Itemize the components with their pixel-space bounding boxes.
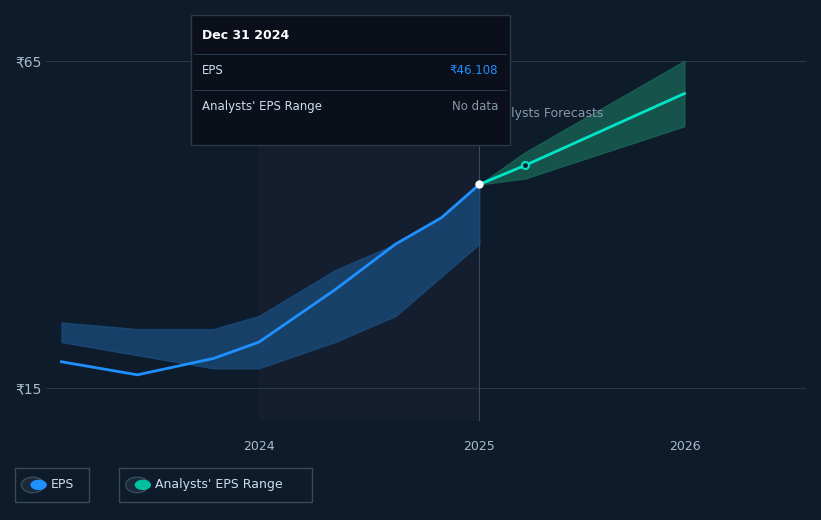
Text: 2026: 2026 [668,440,700,453]
Text: No data: No data [452,100,498,113]
Bar [259,15,479,421]
Text: EPS: EPS [202,64,224,77]
Text: Analysts Forecasts: Analysts Forecasts [487,107,603,120]
Text: ₹46.108: ₹46.108 [450,64,498,77]
FancyBboxPatch shape [190,15,510,145]
Text: Dec 31 2024: Dec 31 2024 [202,29,289,42]
Text: Actual: Actual [433,107,472,120]
Text: 2024: 2024 [243,440,275,453]
Text: EPS: EPS [51,478,74,491]
Text: Analysts' EPS Range: Analysts' EPS Range [202,100,322,113]
Text: 2025: 2025 [463,440,495,453]
Text: Analysts' EPS Range: Analysts' EPS Range [155,478,282,491]
